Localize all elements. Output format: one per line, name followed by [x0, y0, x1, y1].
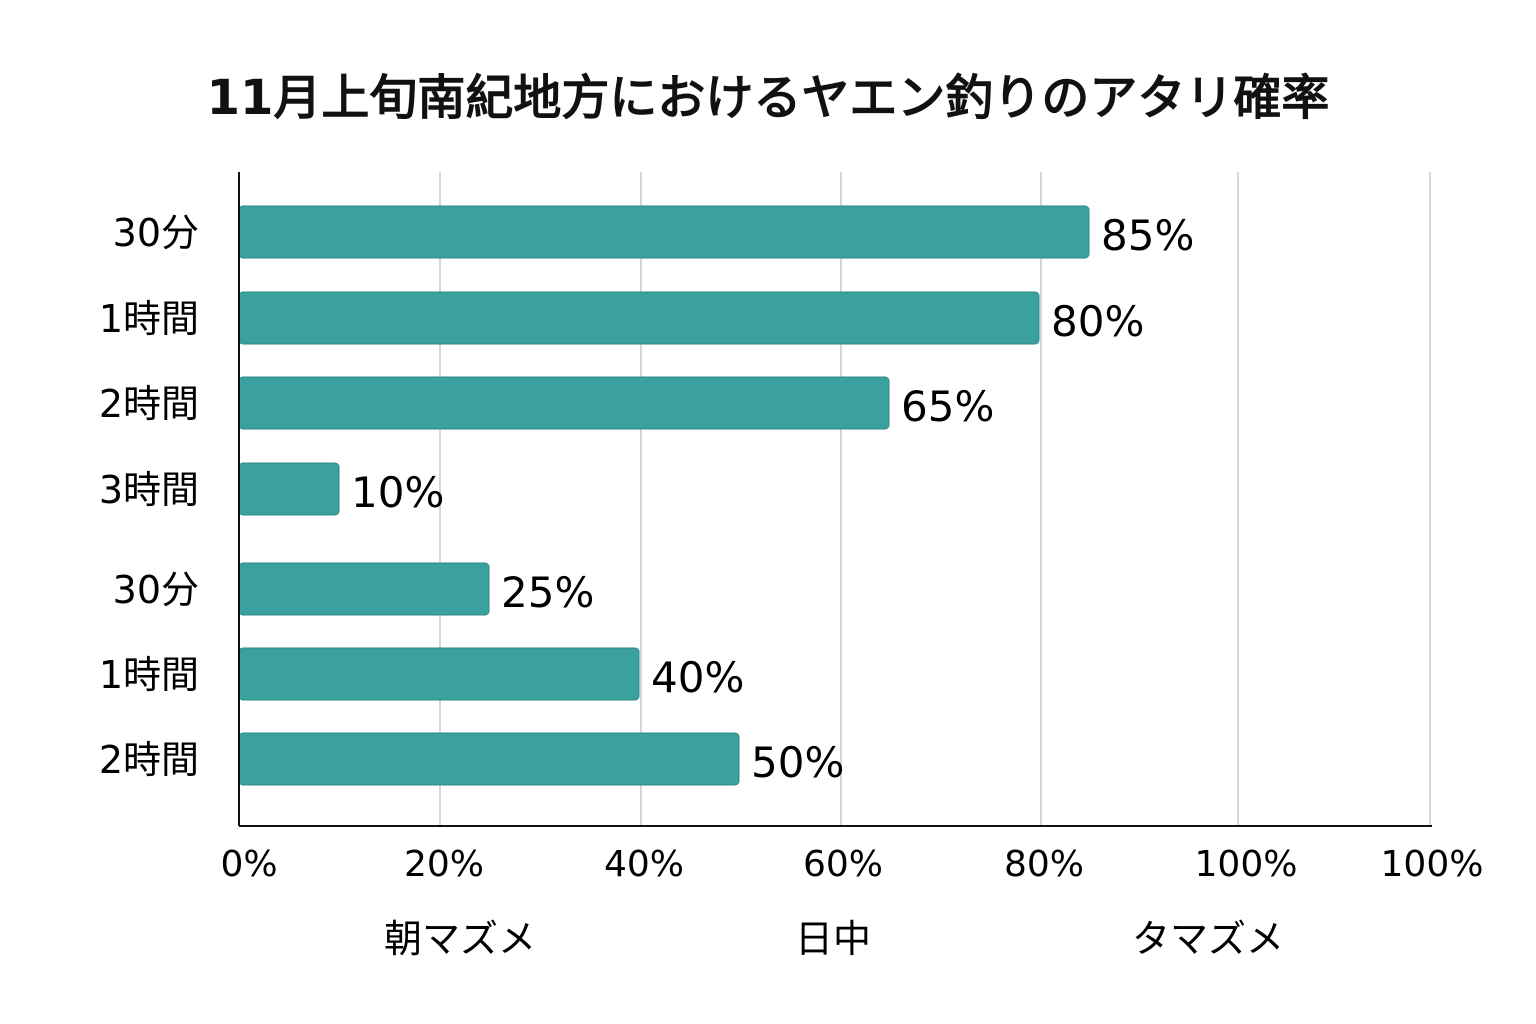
category-label: 1時間: [99, 297, 199, 341]
group-label: 朝マズメ: [384, 917, 536, 961]
x-tick-label: 80%: [1004, 844, 1084, 885]
bar: [238, 732, 740, 786]
group-label: 日中: [795, 917, 871, 961]
bar: [238, 562, 490, 616]
value-label: 85%: [1101, 211, 1194, 260]
bar: [238, 376, 890, 430]
category-label: 2時間: [99, 738, 199, 782]
value-label: 50%: [751, 738, 844, 787]
bar: [238, 647, 640, 701]
x-tick-label: 0%: [220, 844, 277, 885]
value-label: 65%: [901, 382, 994, 431]
category-label: 30分: [113, 568, 199, 612]
bar: [238, 291, 1040, 345]
category-label: 30分: [113, 211, 199, 255]
x-tick-label: 20%: [404, 844, 484, 885]
group-label: タマズメ: [1132, 917, 1284, 961]
value-label: 40%: [651, 653, 744, 702]
x-tick-label: 40%: [604, 844, 684, 885]
category-label: 2時間: [99, 382, 199, 426]
value-label: 80%: [1051, 297, 1144, 346]
x-tick-label: 100%: [1381, 844, 1484, 885]
category-label: 1時間: [99, 653, 199, 697]
bar: [238, 205, 1090, 259]
chart-title: 11月上旬南紀地方におけるヤエン釣りのアタリ確率: [206, 70, 1330, 126]
bar: [238, 462, 340, 516]
value-label: 25%: [501, 568, 594, 617]
x-tick-label: 60%: [803, 844, 883, 885]
category-label: 3時間: [99, 468, 199, 512]
value-label: 10%: [351, 468, 444, 517]
x-tick-label: 100%: [1195, 844, 1298, 885]
